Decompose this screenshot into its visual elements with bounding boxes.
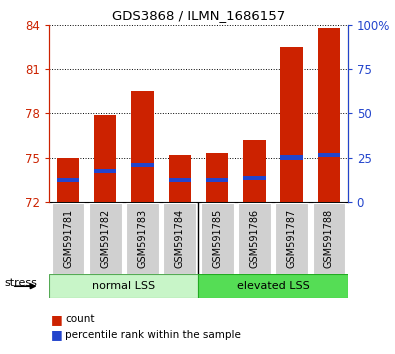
- Bar: [243, 176, 265, 180]
- Bar: [164, 202, 196, 274]
- Bar: [132, 163, 154, 167]
- Text: GSM591786: GSM591786: [249, 209, 260, 268]
- Bar: [280, 155, 303, 160]
- Text: normal LSS: normal LSS: [92, 281, 156, 291]
- Bar: [169, 178, 191, 182]
- Text: percentile rank within the sample: percentile rank within the sample: [65, 330, 241, 339]
- Bar: [206, 153, 228, 202]
- Bar: [169, 155, 191, 202]
- Text: GSM591787: GSM591787: [287, 209, 297, 268]
- Text: stress: stress: [4, 278, 37, 288]
- Bar: [206, 178, 228, 182]
- Bar: [94, 169, 117, 173]
- Bar: [49, 274, 199, 298]
- Bar: [275, 202, 308, 274]
- Bar: [57, 158, 79, 202]
- Text: GSM591783: GSM591783: [137, 209, 148, 268]
- Bar: [238, 202, 271, 274]
- Text: GSM591785: GSM591785: [212, 209, 222, 268]
- Bar: [199, 274, 348, 298]
- Bar: [312, 202, 345, 274]
- Bar: [243, 140, 265, 202]
- Text: GSM591784: GSM591784: [175, 209, 185, 268]
- Text: count: count: [65, 314, 95, 324]
- Bar: [89, 202, 122, 274]
- Text: ■: ■: [51, 313, 63, 326]
- Bar: [132, 91, 154, 202]
- Text: ■: ■: [51, 328, 63, 341]
- Bar: [126, 202, 159, 274]
- Bar: [52, 202, 85, 274]
- Bar: [318, 28, 340, 202]
- Bar: [318, 153, 340, 156]
- Text: GSM591782: GSM591782: [100, 209, 110, 268]
- Bar: [57, 178, 79, 182]
- Bar: [94, 115, 117, 202]
- Text: GSM591788: GSM591788: [324, 209, 334, 268]
- Text: elevated LSS: elevated LSS: [237, 281, 309, 291]
- Text: GSM591781: GSM591781: [63, 209, 73, 268]
- Title: GDS3868 / ILMN_1686157: GDS3868 / ILMN_1686157: [112, 9, 285, 22]
- Bar: [201, 202, 233, 274]
- Bar: [280, 47, 303, 202]
